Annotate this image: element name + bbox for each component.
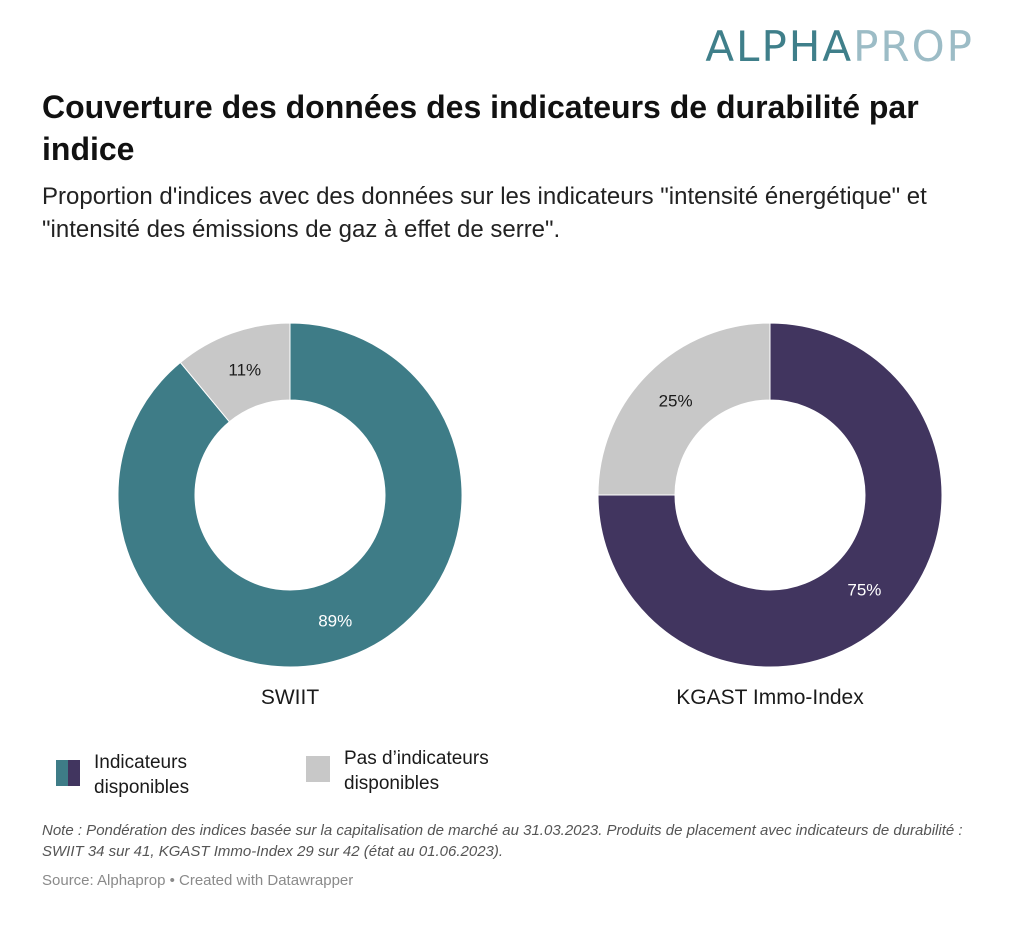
chart-title: Couverture des données des indicateurs d…: [42, 89, 919, 167]
kgast-slice-available: [597, 322, 943, 668]
donut-svg-kgast: 75% 25%: [597, 322, 943, 668]
legend-item-not-available: Pas d’indicateurs disponibles: [306, 746, 514, 796]
legend-label-not-available: Pas d’indicateurs disponibles: [344, 748, 489, 794]
footnote: Note : Pondération des indices basée sur…: [42, 822, 963, 860]
alphaprop-logo: ALPHAPROP: [705, 22, 974, 71]
kgast-label-not-available: 25%: [659, 392, 693, 411]
logo-part-prop: PROP: [853, 22, 974, 71]
swiit-label-not-available: 11%: [228, 360, 261, 379]
legend-label-available: Indicateurs disponibles: [94, 752, 190, 798]
kgast-label-available: 75%: [847, 580, 881, 599]
swiit-slice-not-available: [179, 322, 291, 423]
logo-part-alpha: ALPHA: [705, 22, 854, 71]
donut-chart-kgast: 75% 25% KGAST Immo-Index: [560, 300, 980, 730]
legend-swatch-not-available: [306, 756, 330, 782]
legend-item-available: Indicateurs disponibles: [56, 750, 264, 800]
swiit-slice-available: [117, 322, 463, 668]
donut-chart-swiit: 89% 11% SWIIT: [80, 300, 500, 730]
donut-svg-swiit: 89% 11%: [117, 322, 463, 668]
swiit-label-available: 89%: [318, 612, 352, 631]
kgast-slice-not-available: [597, 322, 771, 496]
legend-swatch-available: [56, 760, 80, 786]
chart-label-kgast: KGAST Immo-Index: [676, 686, 864, 709]
source-credit: Source: Alphaprop • Created with Datawra…: [42, 872, 354, 889]
chart-subtitle: Proportion d'indices avec des données su…: [42, 183, 927, 243]
chart-label-swiit: SWIIT: [260, 686, 320, 709]
